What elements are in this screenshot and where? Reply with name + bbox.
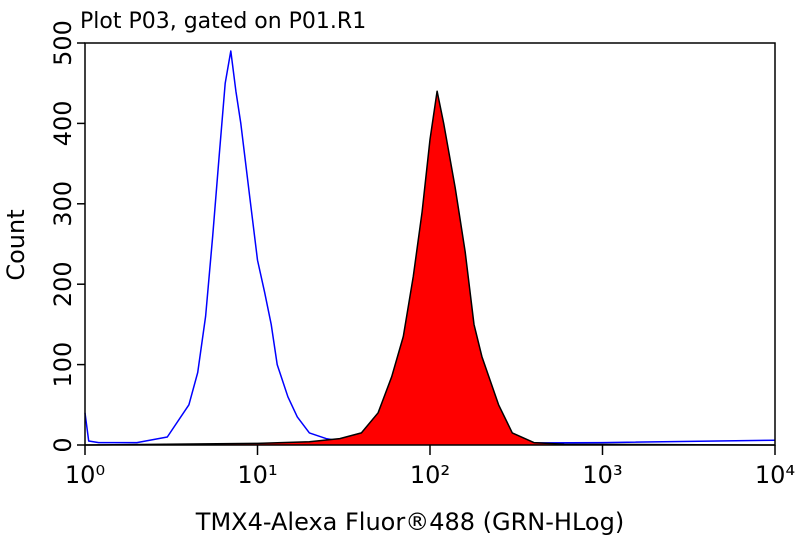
x-tick-label: 10⁴ [755, 461, 795, 489]
chart-title: Plot P03, gated on P01.R1 [80, 9, 366, 34]
x-tick-label: 10⁰ [65, 461, 105, 489]
x-tick-label: 10³ [582, 461, 622, 489]
y-tick-label: 300 [49, 181, 77, 227]
y-tick-label: 0 [49, 437, 77, 452]
histogram-line [84, 90, 776, 446]
y-axis-label: Count [2, 209, 30, 280]
y-tick-label: 400 [49, 100, 77, 146]
x-tick-label: 10² [410, 461, 450, 489]
x-tick-label: 10¹ [237, 461, 277, 489]
area-fill [85, 91, 775, 445]
y-tick-label: 100 [49, 342, 77, 388]
y-tick-label: 200 [49, 261, 77, 307]
y-tick-label: 500 [49, 20, 77, 66]
x-axis-label: TMX4-Alexa Fluor®488 (GRN-HLog) [195, 508, 624, 536]
